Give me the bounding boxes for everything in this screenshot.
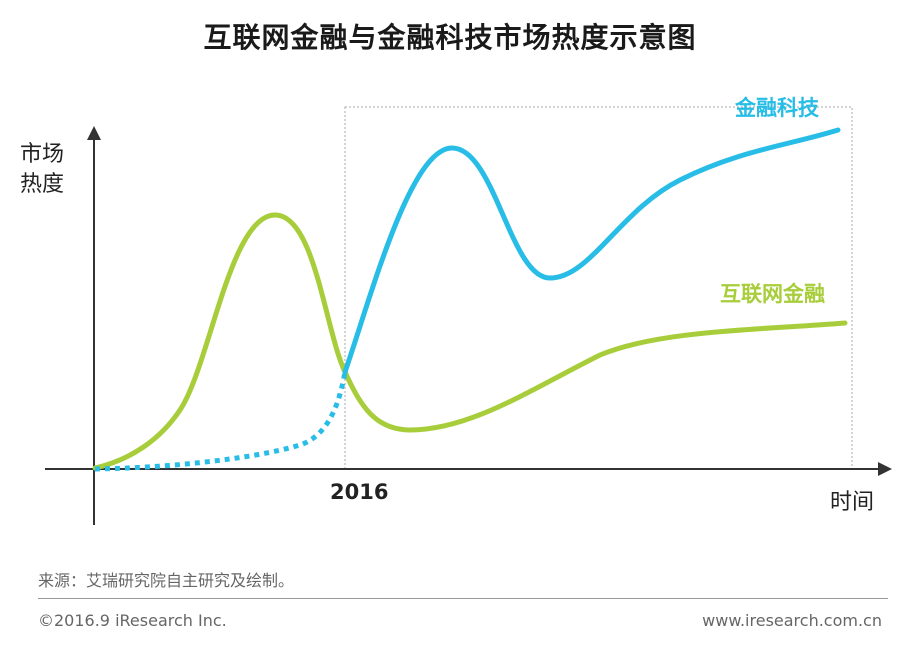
legend-fintech: 金融科技: [735, 96, 819, 120]
series-line-fintech-dotted: [94, 371, 348, 472]
website-link[interactable]: www.iresearch.com.cn: [702, 611, 882, 630]
x-axis-label: 时间: [830, 490, 875, 515]
y-axis-arrow: [87, 126, 101, 140]
chart-title: 互联网金融与金融科技市场热度示意图: [203, 21, 697, 54]
footer-divider: [38, 598, 888, 599]
series-line-fintech: [342, 127, 841, 375]
source-note: 来源：艾瑞研究院自主研究及绘制。: [38, 571, 295, 590]
y-axis-label: 市场 热度: [20, 140, 64, 200]
copyright: ©2016.9 iResearch Inc.: [38, 611, 227, 630]
y-axis-label-line-2: 热度: [20, 172, 65, 197]
series-line-internet-finance: [92, 212, 848, 471]
x-axis-arrow: [878, 462, 892, 476]
y-axis-label-line-1: 市场: [20, 142, 65, 167]
year-marker-label: 2016: [330, 480, 389, 504]
legend-internet-finance: 互联网金融: [720, 282, 825, 306]
highlight-box: [344, 106, 853, 470]
